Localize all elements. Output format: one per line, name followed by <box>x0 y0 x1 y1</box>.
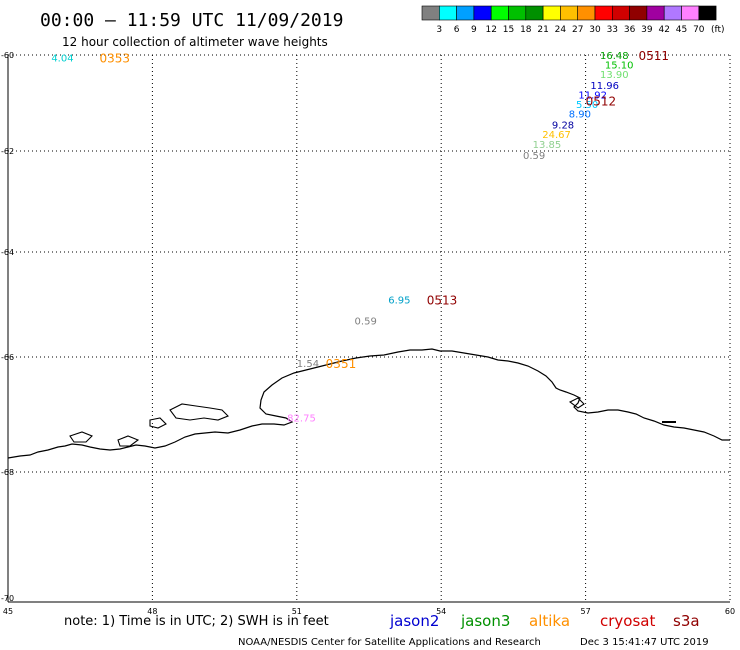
wave-height-label: 8.90 <box>569 110 591 121</box>
legend-label: 3 <box>436 25 442 35</box>
lon-tick-label: 45 <box>3 607 13 616</box>
legend-swatch <box>664 6 681 20</box>
lat-tick-label: -64 <box>1 248 14 257</box>
wave-height-label: 6.95 <box>388 295 410 306</box>
satellite-name: cryosat <box>600 612 655 630</box>
coastline-island <box>570 398 584 408</box>
legend-label: 18 <box>520 25 532 35</box>
lat-tick-label: -66 <box>1 353 14 362</box>
legend-swatch <box>578 6 595 20</box>
legend-swatch <box>612 6 629 20</box>
satellite-name: altika <box>529 612 570 630</box>
coastline-island <box>70 432 92 442</box>
footer-timestamp: Dec 3 15:41:47 UTC 2019 <box>580 637 709 648</box>
legend-label: 27 <box>572 25 583 35</box>
coastline-island <box>118 436 138 446</box>
legend-swatch <box>457 6 474 20</box>
legend-label: 42 <box>658 25 669 35</box>
graticule <box>8 55 730 602</box>
legend-label: 15 <box>503 25 514 35</box>
lat-tick-label: -70 <box>1 594 14 603</box>
legend-label: 33 <box>607 25 618 35</box>
color-legend: 3 6 9 12 15 18 21 24 27 30 33 36 39 42 45 70 <box>422 6 716 35</box>
legend-swatch <box>439 6 456 20</box>
altimeter-map: 00:00 – 11:59 UTC 11/09/2019 12 hour col… <box>0 0 740 650</box>
legend-swatch <box>595 6 612 20</box>
legend-label: 30 <box>589 25 601 35</box>
footer-credit: NOAA/NESDIS Center for Satellite Applica… <box>238 637 541 648</box>
legend-swatch <box>647 6 664 20</box>
lon-tick-label: 60 <box>725 607 735 616</box>
pass-time-label: 0511 <box>639 49 670 63</box>
legend-swatch <box>682 6 699 20</box>
wave-height-label: 4.04 <box>51 53 73 64</box>
wave-height-label: 1.54 <box>297 359 319 370</box>
legend-label: 24 <box>555 25 567 35</box>
legend-label: 12 <box>485 25 496 35</box>
map-title: 00:00 – 11:59 UTC 11/09/2019 <box>40 10 343 31</box>
pass-time-label: 0512 <box>586 95 617 109</box>
legend-label: 45 <box>676 25 687 35</box>
legend-swatch <box>543 6 560 20</box>
lat-tick-label: -60 <box>1 51 14 60</box>
pass-time-label: 0351 <box>326 357 357 371</box>
wave-height-label: 13.90 <box>600 70 629 81</box>
satellite-name: jason3 <box>460 612 510 630</box>
footer-note: note: 1) Time is in UTC; 2) SWH is in fe… <box>64 614 329 629</box>
legend-swatch <box>630 6 647 20</box>
wave-height-label: 82.75 <box>287 413 316 424</box>
legend-swatch <box>422 6 439 20</box>
legend-swatch <box>509 6 526 20</box>
wave-height-label: 13.85 <box>533 140 562 151</box>
wave-height-label: 0.59 <box>355 316 377 327</box>
satellite-name: s3a <box>673 612 700 630</box>
lon-tick-label: 57 <box>581 607 591 616</box>
legend-unit: (ft) <box>711 25 725 35</box>
legend-label: 39 <box>641 25 653 35</box>
legend-label: 9 <box>471 25 477 35</box>
map-subtitle: 12 hour collection of altimeter wave hei… <box>62 35 328 49</box>
legend-swatch <box>474 6 491 20</box>
lat-tick-label: -68 <box>1 468 14 477</box>
coastline <box>8 349 730 458</box>
legend-swatch <box>699 6 716 20</box>
pass-time-label: 0353 <box>99 51 130 65</box>
pass-time-label: 0513 <box>427 293 458 307</box>
legend-swatch <box>560 6 577 20</box>
coastline-island <box>170 404 228 420</box>
lat-tick-label: -62 <box>1 147 14 156</box>
legend-swatch <box>491 6 508 20</box>
legend-label: 21 <box>537 25 548 35</box>
satellite-name: jason2 <box>389 612 439 630</box>
legend-label: 70 <box>693 25 705 35</box>
satellite-legend: jason2 jason3 altika cryosat s3a <box>389 612 700 630</box>
wave-height-label: 0.59 <box>523 151 545 162</box>
legend-swatch <box>526 6 543 20</box>
legend-label: 36 <box>624 25 636 35</box>
legend-label: 6 <box>454 25 460 35</box>
